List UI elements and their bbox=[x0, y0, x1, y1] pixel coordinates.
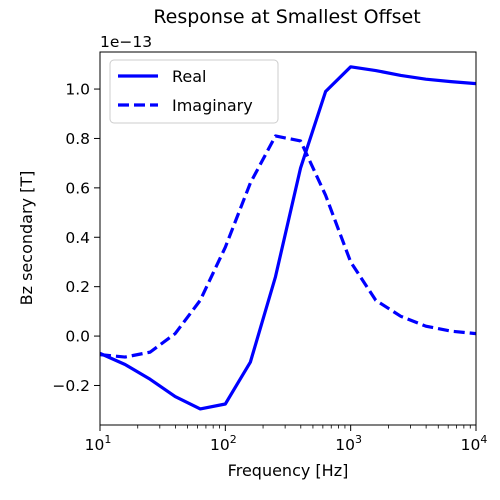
plot-frame bbox=[99, 51, 477, 426]
y-tick-label: −0.2 bbox=[52, 377, 90, 395]
series-line-imaginary bbox=[100, 134, 476, 359]
chart-title: Response at Smallest Offset bbox=[153, 6, 420, 28]
y-tick-label: 0.4 bbox=[65, 229, 90, 247]
series-line-real bbox=[100, 65, 476, 411]
y-axis-label: Bz secondary [T] bbox=[17, 171, 36, 306]
y-tick-label: 0.8 bbox=[65, 130, 90, 148]
y-tick-label: 1.0 bbox=[65, 81, 90, 99]
legend-label-imaginary: Imaginary bbox=[172, 96, 253, 115]
x-tick-label: 102 bbox=[210, 433, 237, 454]
x-tick-label: 104 bbox=[461, 433, 488, 454]
y-offset-label: 1e−13 bbox=[100, 33, 152, 51]
y-tick-label: 0.2 bbox=[65, 278, 90, 296]
y-tick-label: 0.0 bbox=[65, 328, 90, 346]
x-tick-label: 101 bbox=[85, 433, 112, 454]
legend-label-real: Real bbox=[172, 67, 207, 86]
x-axis-label: Frequency [Hz] bbox=[228, 461, 349, 480]
y-tick-label: 0.6 bbox=[65, 179, 90, 197]
x-tick-label: 103 bbox=[335, 433, 362, 454]
